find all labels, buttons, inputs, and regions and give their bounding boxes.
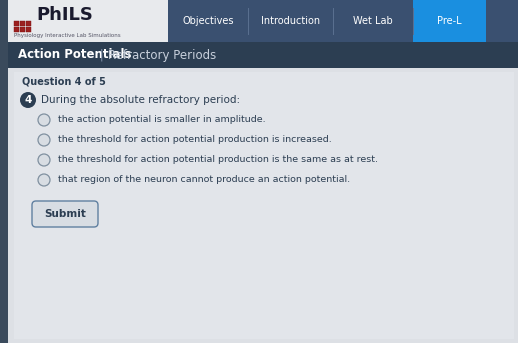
Text: Wet Lab: Wet Lab: [353, 16, 393, 26]
FancyBboxPatch shape: [32, 201, 98, 227]
Text: the threshold for action potential production is the same as at rest.: the threshold for action potential produ…: [58, 155, 378, 165]
Text: the action potential is smaller in amplitude.: the action potential is smaller in ampli…: [58, 116, 266, 125]
Text: Refractory Periods: Refractory Periods: [108, 48, 216, 61]
FancyBboxPatch shape: [14, 27, 19, 32]
Text: PhILS: PhILS: [36, 6, 93, 24]
Text: the threshold for action potential production is increased.: the threshold for action potential produ…: [58, 135, 332, 144]
FancyBboxPatch shape: [8, 0, 518, 42]
FancyBboxPatch shape: [20, 21, 25, 26]
Text: Action Potentials: Action Potentials: [18, 48, 132, 61]
Text: Introduction: Introduction: [261, 16, 320, 26]
FancyBboxPatch shape: [0, 0, 8, 343]
Text: 4: 4: [24, 95, 32, 105]
FancyBboxPatch shape: [8, 42, 518, 68]
FancyBboxPatch shape: [248, 0, 333, 42]
FancyBboxPatch shape: [26, 27, 31, 32]
Circle shape: [20, 92, 36, 108]
Circle shape: [38, 174, 50, 186]
Text: Submit: Submit: [44, 209, 86, 219]
Text: During the absolute refractory period:: During the absolute refractory period:: [41, 95, 240, 105]
FancyBboxPatch shape: [8, 0, 168, 42]
FancyBboxPatch shape: [8, 68, 518, 343]
FancyBboxPatch shape: [14, 21, 19, 26]
FancyBboxPatch shape: [333, 0, 413, 42]
FancyBboxPatch shape: [14, 72, 514, 339]
FancyBboxPatch shape: [168, 0, 248, 42]
Circle shape: [38, 154, 50, 166]
Text: Physiology Interactive Lab Simulations: Physiology Interactive Lab Simulations: [14, 33, 121, 37]
Circle shape: [38, 134, 50, 146]
Text: that region of the neuron cannot produce an action potential.: that region of the neuron cannot produce…: [58, 176, 350, 185]
FancyBboxPatch shape: [413, 0, 486, 42]
Text: Objectives: Objectives: [182, 16, 234, 26]
Circle shape: [38, 114, 50, 126]
Text: Pre-L: Pre-L: [437, 16, 462, 26]
FancyBboxPatch shape: [20, 27, 25, 32]
Text: Question 4 of 5: Question 4 of 5: [22, 77, 106, 87]
Text: |: |: [96, 48, 108, 61]
FancyBboxPatch shape: [26, 21, 31, 26]
